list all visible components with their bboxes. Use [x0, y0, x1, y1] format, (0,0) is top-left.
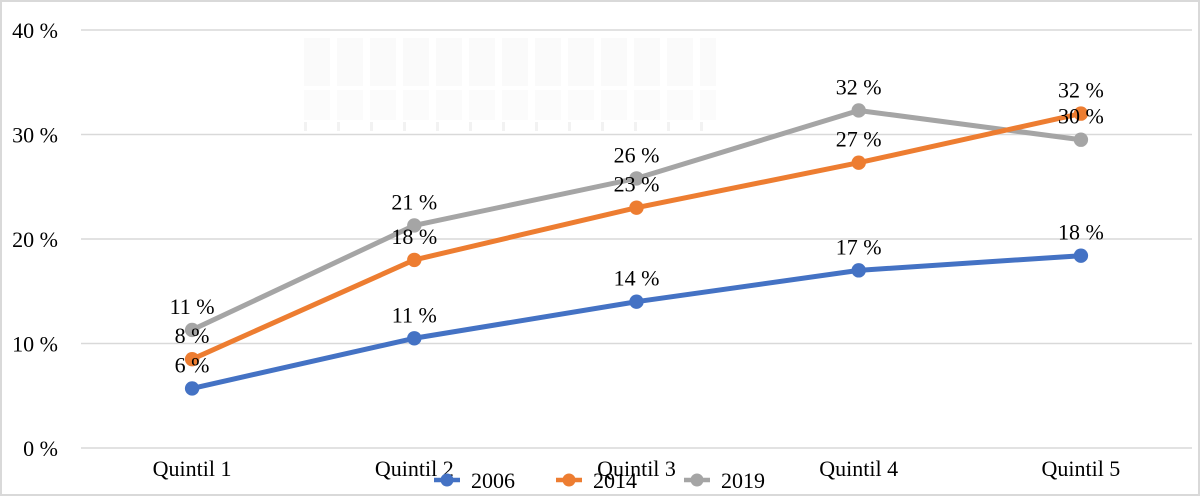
- x-axis-category-label: Quintil 5: [1041, 456, 1120, 481]
- y-axis-tick-label: 0 %: [23, 436, 58, 461]
- legend-label-2006: 2006: [471, 468, 515, 493]
- data-point-2006-1: [184, 381, 200, 396]
- legend-marker-icon-2014: [562, 473, 576, 487]
- data-point-2019-3: [629, 171, 644, 186]
- data-label-2006-2: 11 %: [392, 302, 437, 327]
- data-label-2006-1: 6 %: [175, 352, 210, 377]
- data-point-2006-3: [629, 294, 644, 309]
- y-axis-tick-label: 10 %: [12, 332, 58, 357]
- legend-marker-icon-2019: [690, 473, 704, 487]
- data-label-2006-5: 18 %: [1058, 220, 1104, 245]
- data-point-2014-3: [629, 200, 644, 215]
- watermark-row-2: [304, 90, 716, 120]
- data-label-2014-3: 23 %: [614, 172, 660, 197]
- data-label-2014-4: 27 %: [836, 127, 882, 152]
- data-label-2019-4: 32 %: [836, 74, 882, 99]
- data-label-2019-1: 11 %: [170, 294, 215, 319]
- watermark-row-1: [304, 38, 716, 86]
- y-axis-tick-label: 40 %: [12, 18, 58, 43]
- y-axis-tick-label: 20 %: [12, 227, 58, 252]
- legend-marker-icon-2006: [440, 473, 454, 487]
- data-point-2019-5: [1073, 132, 1089, 147]
- data-label-2019-3: 26 %: [614, 142, 660, 167]
- legend-label-2019: 2019: [721, 468, 765, 493]
- data-point-2014-1: [184, 351, 200, 367]
- x-axis-category-label: Quintil 4: [819, 456, 898, 481]
- data-point-2006-4: [851, 263, 866, 278]
- data-label-2006-3: 14 %: [614, 266, 660, 291]
- data-point-2019-4: [851, 103, 866, 118]
- data-label-2019-2: 21 %: [391, 189, 437, 214]
- data-point-2014-2: [407, 252, 422, 268]
- x-axis-category-label: Quintil 1: [153, 456, 232, 481]
- data-label-2019-5: 30 %: [1058, 104, 1104, 129]
- data-point-2019-2: [407, 218, 422, 233]
- data-point-2019-1: [184, 322, 200, 338]
- x-axis-category-label: Quintil 2: [375, 456, 454, 481]
- legend-label-2014: 2014: [593, 468, 637, 493]
- data-label-2006-4: 17 %: [836, 234, 882, 259]
- data-label-2014-1: 8 %: [175, 323, 210, 348]
- watermark-ticks: [304, 122, 716, 131]
- y-axis-tick-label: 30 %: [12, 123, 58, 148]
- x-axis-category-label: Quintil 3: [597, 456, 676, 481]
- data-label-2014-5: 32 %: [1058, 78, 1104, 103]
- data-point-2014-4: [851, 155, 866, 170]
- data-point-2006-5: [1073, 248, 1089, 263]
- data-label-2014-2: 18 %: [391, 224, 437, 249]
- data-point-2006-2: [407, 331, 422, 346]
- data-point-2014-5: [1073, 106, 1089, 121]
